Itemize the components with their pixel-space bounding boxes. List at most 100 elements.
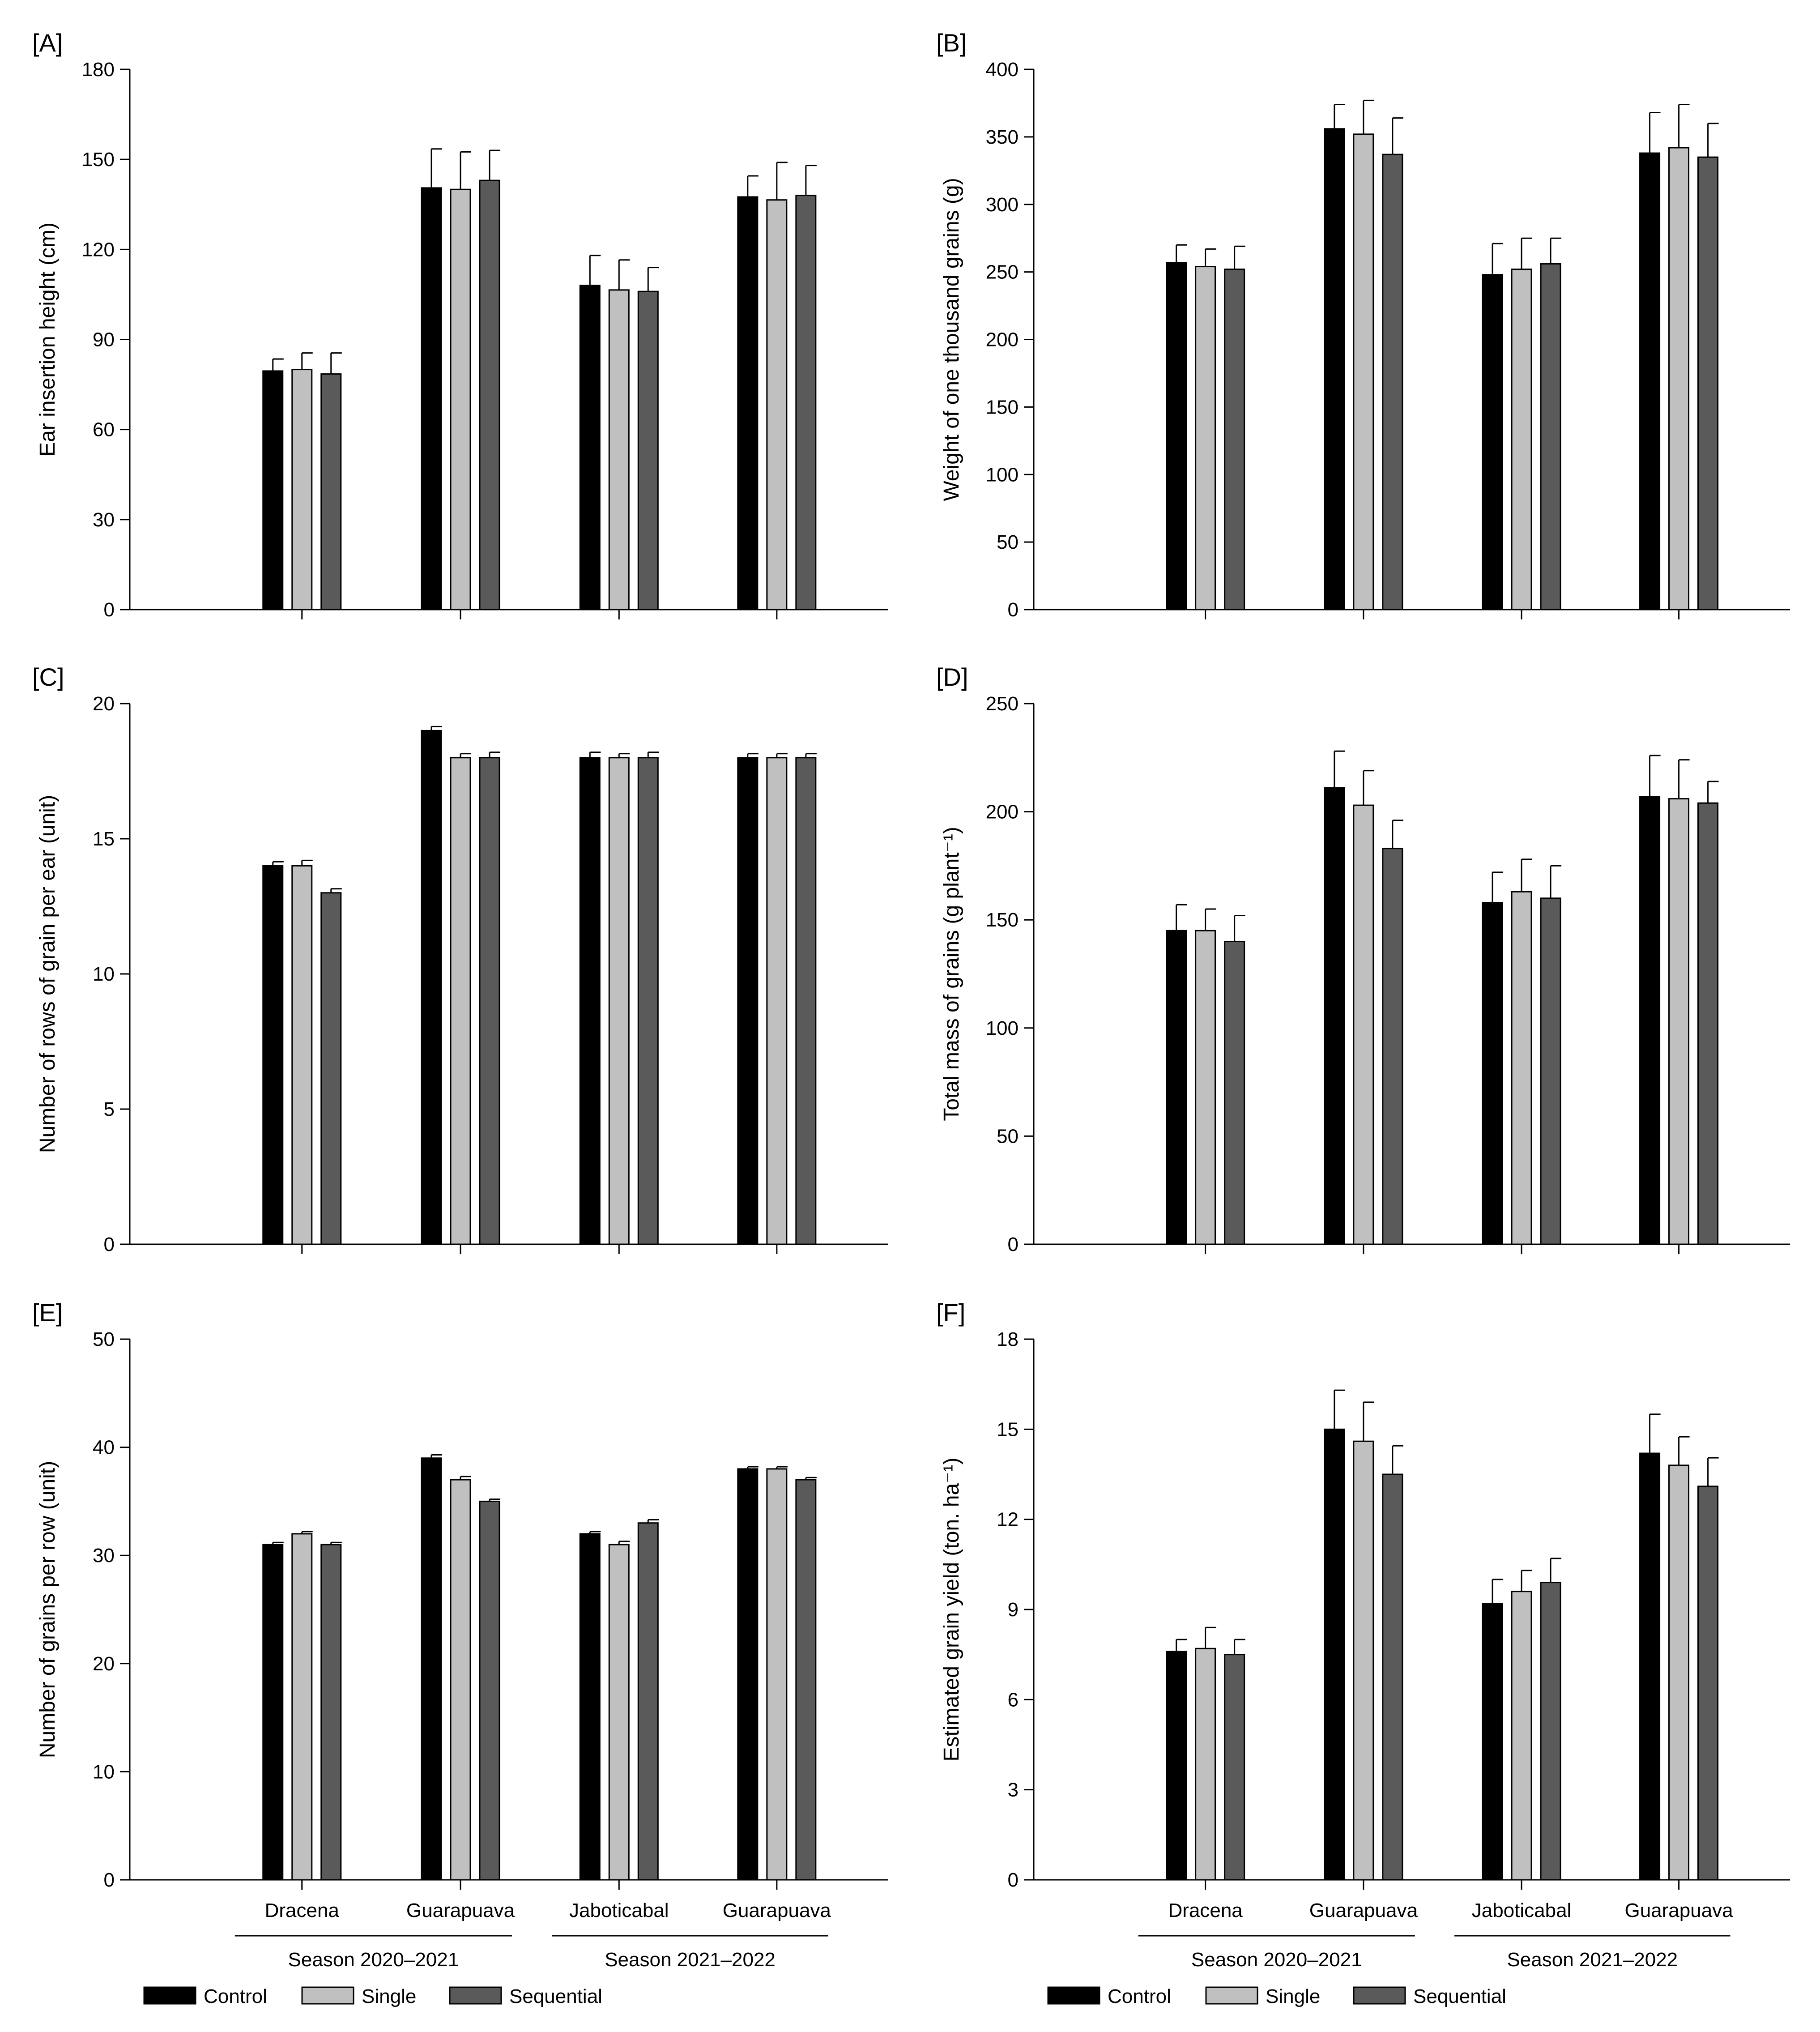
y-axis-title: Number of rows of grain per ear (unit) [36, 795, 60, 1153]
y-tick-label: 150 [82, 149, 115, 171]
bar-control [1482, 902, 1503, 1245]
y-tick-label: 100 [986, 1017, 1019, 1039]
x-category-label: Guarapuava [723, 1900, 831, 1921]
y-tick-label: 10 [93, 1761, 115, 1783]
bar-control [262, 1544, 284, 1881]
season-label: Season 2021–2022 [605, 1949, 776, 1971]
bar-sequential [479, 1500, 500, 1881]
bar-sequential [1697, 802, 1719, 1245]
x-category-label: Guarapuava [1309, 1900, 1418, 1921]
bar-control [1639, 796, 1661, 1245]
y-tick-label: 200 [986, 801, 1019, 823]
y-axis-title: Ear insertion height (cm) [36, 222, 60, 457]
legend-swatch-single [1205, 1986, 1258, 2005]
chart-panel-f: 0 3 6 9 12 15 18 [F] Estimated grain yield (ton.… [936, 1298, 1790, 2007]
chart-panel-a: 0 30 60 90 120 150 180 [A] Ear insertion height … [32, 29, 888, 621]
y-tick-label: 15 [997, 1418, 1019, 1440]
bar-sequential [1224, 941, 1245, 1245]
legend-label: Control [204, 1985, 267, 2007]
season-label: Season 2021–2022 [1507, 1949, 1678, 1971]
bar-control [737, 196, 759, 610]
bar-sequential [320, 373, 342, 610]
bar-control [1482, 274, 1503, 610]
bar-control [737, 1468, 759, 1881]
bar-sequential [479, 757, 500, 1245]
bar-sequential [1697, 156, 1719, 610]
bar-single [1511, 1591, 1532, 1881]
x-category-label: Dracena [265, 1900, 340, 1921]
bar-single [1511, 269, 1532, 610]
y-tick-label: 150 [986, 909, 1019, 931]
bar-control [421, 1457, 442, 1881]
panel-label: [A] [32, 29, 63, 57]
x-category-label: Guarapuava [406, 1900, 515, 1921]
y-tick-label: 250 [986, 261, 1019, 283]
bar-sequential [637, 757, 659, 1245]
y-tick-label: 12 [997, 1509, 1019, 1531]
bar-single [1353, 804, 1374, 1245]
season-label: Season 2020–2021 [288, 1949, 459, 1971]
y-tick-label: 20 [93, 1653, 115, 1675]
legend-swatch-sequential [449, 1986, 502, 2005]
chart-panel-e: 0 10 20 30 40 50 [E] Number of grains per row (… [32, 1298, 888, 2007]
legend: Control Single Sequential [143, 1985, 602, 2007]
y-tick-label: 0 [104, 1869, 115, 1891]
bar-single [1353, 1440, 1374, 1881]
bar-control [1166, 930, 1187, 1245]
y-tick-label: 250 [986, 693, 1019, 715]
bar-single [1511, 891, 1532, 1245]
bar-control [262, 865, 284, 1245]
season-label: Season 2020–2021 [1191, 1949, 1362, 1971]
bar-sequential [1224, 269, 1245, 610]
legend: Control Single Sequential [1047, 1985, 1506, 2007]
legend-label: Single [362, 1985, 416, 2007]
y-tick-label: 30 [93, 1545, 115, 1567]
bar-single [450, 1479, 471, 1881]
bar-single [1195, 266, 1216, 610]
bar-sequential [479, 179, 500, 610]
bar-single [608, 757, 630, 1245]
bar-single [291, 369, 313, 610]
chart-panel-b: 0 50 100 150 200 250 300 350 400 [B] Weight of one… [936, 29, 1790, 621]
panel-label: [E] [32, 1298, 63, 1327]
y-tick-label: 5 [104, 1098, 115, 1120]
panel-label: [F] [936, 1298, 965, 1327]
y-tick-label: 60 [93, 419, 115, 441]
y-axis-title: Total mass of grains (g plant⁻¹) [940, 827, 963, 1121]
bar-control [1324, 787, 1345, 1245]
bar-sequential [320, 1544, 342, 1881]
bar-single [766, 757, 788, 1245]
legend-swatch-single [301, 1986, 354, 2005]
bar-control [421, 730, 442, 1245]
y-tick-label: 9 [1008, 1599, 1019, 1621]
bar-single [766, 1468, 788, 1881]
y-tick-label: 0 [1008, 1869, 1019, 1891]
bar-single [291, 865, 313, 1245]
y-tick-label: 150 [986, 396, 1019, 418]
bar-sequential [1382, 154, 1403, 610]
legend-swatch-control [1047, 1986, 1100, 2005]
y-tick-label: 120 [82, 239, 115, 260]
y-tick-label: 400 [986, 59, 1019, 81]
bar-sequential [795, 757, 817, 1245]
legend-label: Sequential [1413, 1985, 1506, 2007]
bar-single [608, 289, 630, 610]
y-tick-label: 15 [93, 828, 115, 850]
y-tick-label: 300 [986, 194, 1019, 216]
bar-sequential [1382, 848, 1403, 1245]
bar-sequential [637, 1522, 659, 1881]
y-axis-title: Estimated grain yield (ton. ha⁻¹) [940, 1458, 963, 1762]
legend-swatch-sequential [1353, 1986, 1406, 2005]
bar-single [1195, 930, 1216, 1245]
y-tick-label: 50 [93, 1328, 115, 1350]
y-tick-label: 0 [1008, 599, 1019, 621]
bar-control [1482, 1603, 1503, 1881]
bar-sequential [320, 892, 342, 1245]
y-tick-label: 350 [986, 126, 1019, 148]
bar-control [1639, 1452, 1661, 1881]
bar-sequential [795, 195, 817, 610]
y-tick-label: 100 [986, 464, 1019, 486]
bar-single [450, 757, 471, 1245]
chart-panel-c: 0 5 10 15 20 [C] Number of rows of grain per e… [32, 663, 888, 1255]
x-category-label: Jaboticabal [1472, 1900, 1572, 1921]
